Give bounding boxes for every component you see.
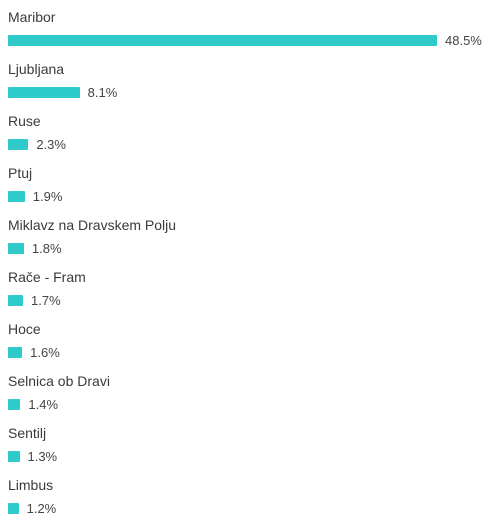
- category-label: Ljubljana: [8, 61, 65, 77]
- bar: [8, 191, 25, 202]
- value-label: 1.2%: [26, 501, 57, 516]
- bar: [8, 139, 29, 150]
- category-label: Ptuj: [8, 165, 33, 181]
- value-label: 2.3%: [36, 137, 66, 152]
- bar: [8, 347, 23, 358]
- bar-row: Ruse 2.3%: [8, 112, 488, 164]
- value-label: 1.8%: [31, 241, 62, 256]
- category-label: Miklavz na Dravskem Polju: [8, 217, 177, 233]
- bar: [8, 451, 20, 462]
- bar-row: Sentilj 1.3%: [8, 424, 488, 476]
- bar: [8, 35, 437, 46]
- bar-row: Ptuj 1.9%: [8, 164, 488, 216]
- value-label: 1.6%: [30, 345, 60, 360]
- value-label: 1.7%: [31, 293, 61, 308]
- bar-row: Selnica ob Dravi 1.4%: [8, 372, 488, 424]
- category-label: Maribor: [8, 9, 56, 25]
- value-label: 1.3%: [27, 449, 58, 464]
- bar: [8, 295, 23, 306]
- category-label: Hoce: [8, 321, 41, 337]
- bar-row: Rače - Fram 1.7%: [8, 268, 488, 320]
- bar: [8, 503, 19, 514]
- bar-row: Miklavz na Dravskem Polju 1.8%: [8, 216, 488, 268]
- category-label: Ruse: [8, 113, 41, 129]
- bar: [8, 243, 24, 254]
- category-label: Sentilj: [8, 425, 47, 441]
- value-label: 1.9%: [32, 189, 63, 204]
- bar-row: Hoce 1.6%: [8, 320, 488, 372]
- bar-row: Maribor 48.5%: [8, 8, 488, 60]
- value-label: 48.5%: [445, 33, 482, 48]
- bar-row: Limbus 1.2%: [8, 476, 488, 528]
- value-label: 1.4%: [28, 397, 59, 412]
- bar: [8, 87, 80, 98]
- city-share-bar-chart: Maribor 48.5% Ljubljana 8.1% Ruse 2.3% Ptuj 1.9…: [8, 8, 488, 516]
- bar: [8, 399, 21, 410]
- category-label: Selnica ob Dravi: [8, 373, 110, 389]
- category-label: Rače - Fram: [8, 269, 86, 285]
- category-label: Limbus: [8, 477, 54, 493]
- value-label: 8.1%: [87, 85, 118, 100]
- bar-row: Ljubljana 8.1%: [8, 60, 488, 112]
